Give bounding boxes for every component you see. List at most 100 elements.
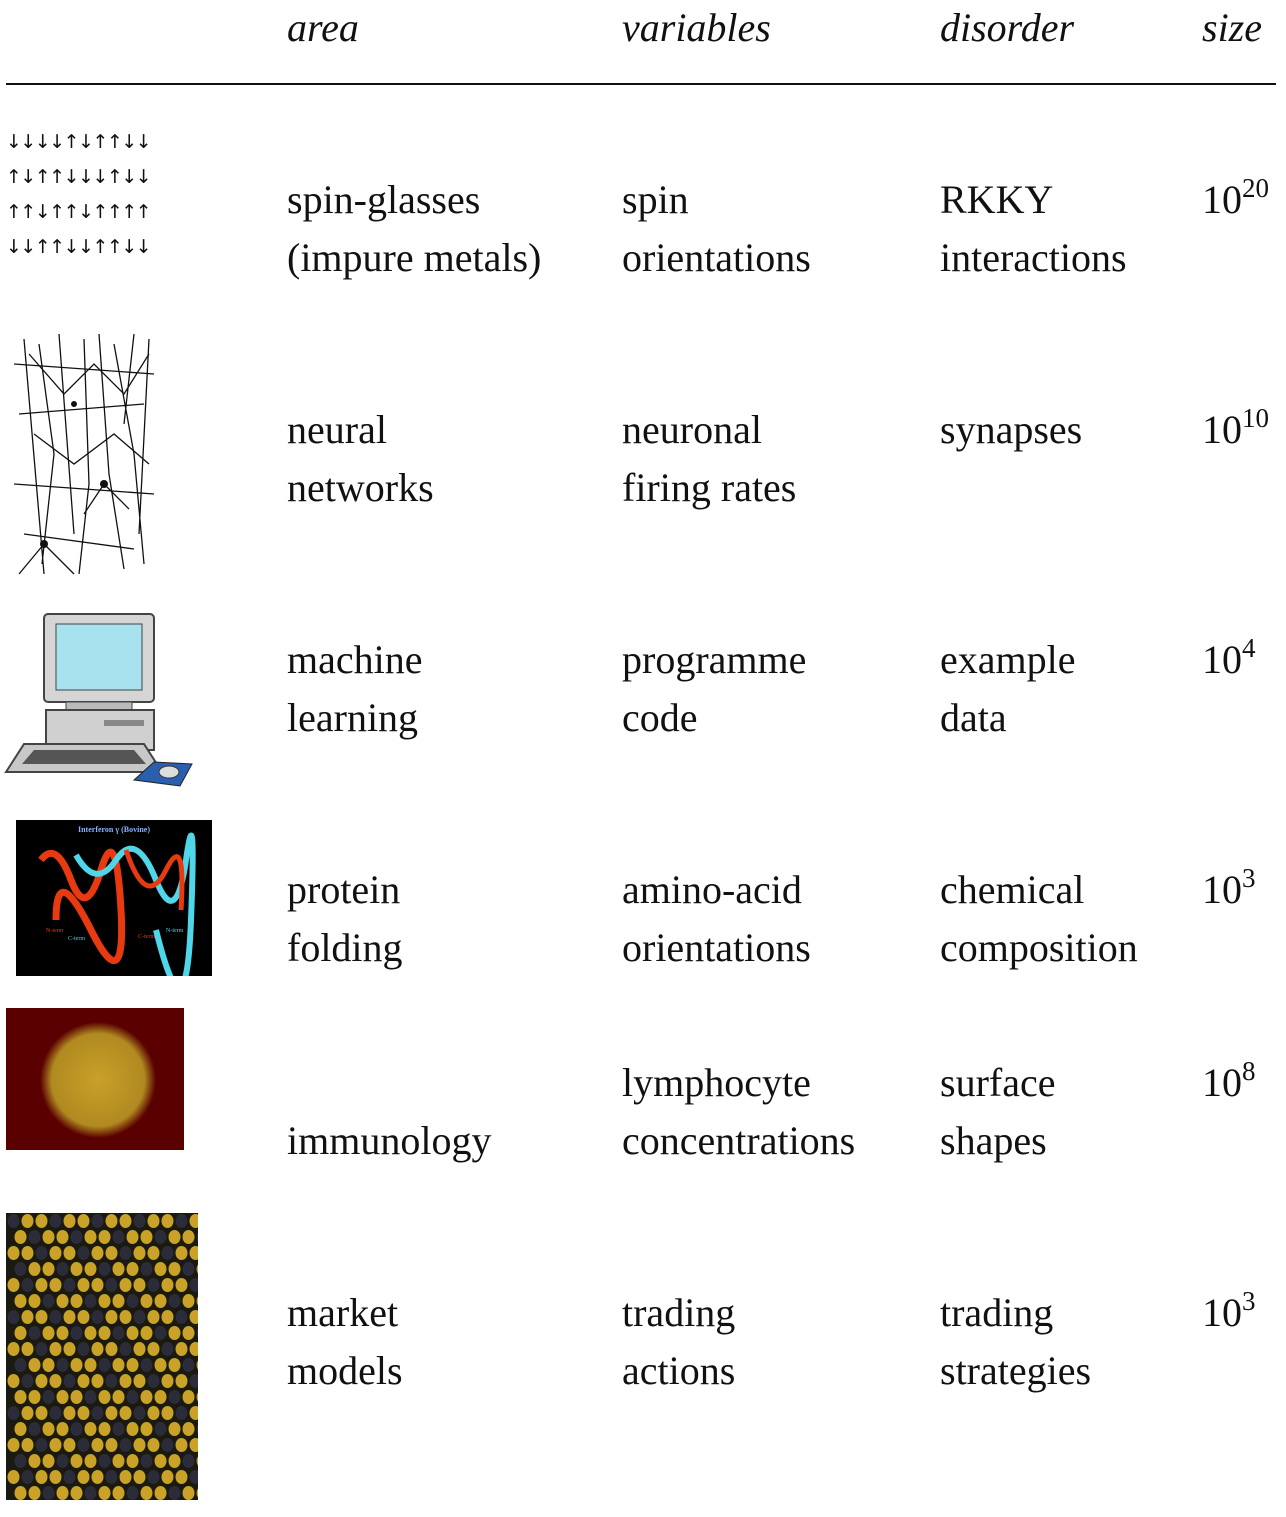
crowd-dot <box>105 1438 118 1452</box>
size-exponent: 3 <box>1242 863 1256 893</box>
variables-text: spin <box>622 177 689 222</box>
crowd-dot <box>42 1390 55 1404</box>
crowd-dot <box>49 1406 62 1420</box>
crowd-dot <box>42 1358 55 1372</box>
crowd-dot <box>168 1390 181 1404</box>
crowd-dot <box>91 1406 104 1420</box>
area-text: machine <box>287 637 423 682</box>
spin-arrows: ↓↓↓↓↑↓↑↑↓↓ <box>6 131 152 153</box>
crowd-dot <box>105 1278 118 1292</box>
crowd-dot <box>126 1422 139 1436</box>
crowd-dot <box>189 1214 198 1228</box>
crowd-dot <box>105 1470 118 1484</box>
crowd-dot <box>7 1310 20 1324</box>
crowd-dot <box>119 1310 132 1324</box>
crowd-dot <box>147 1342 160 1356</box>
crowd-dot <box>49 1310 62 1324</box>
crowd-dot <box>126 1454 139 1468</box>
crowd-dot <box>91 1470 104 1484</box>
crowd-dot <box>63 1470 76 1484</box>
crowd-dot <box>42 1294 55 1308</box>
crowd-dot <box>168 1358 181 1372</box>
header-rule <box>6 83 1276 85</box>
crowd-dot <box>161 1214 174 1228</box>
crowd-dot <box>105 1374 118 1388</box>
crowd-dot <box>168 1230 181 1244</box>
crowd-dot <box>175 1246 188 1260</box>
crowd-dot <box>154 1486 167 1500</box>
neuron-image <box>14 334 154 578</box>
crowd-dot <box>147 1438 160 1452</box>
crowd-dot <box>63 1214 76 1228</box>
crowd-dot <box>154 1262 167 1276</box>
variables-text: orientations <box>622 925 811 970</box>
variables-text: firing rates <box>622 465 797 510</box>
crowd-dot <box>7 1438 20 1452</box>
crowd-dot <box>28 1422 41 1436</box>
crowd-dot <box>112 1454 125 1468</box>
crowd-dot <box>126 1262 139 1276</box>
crowd-dot <box>119 1214 132 1228</box>
crowd-dot <box>49 1438 62 1452</box>
variables-text: programme <box>622 637 807 682</box>
crowd-dot <box>35 1374 48 1388</box>
crowd-dot <box>14 1422 27 1436</box>
crowd-dot <box>49 1470 62 1484</box>
crowd-dot <box>189 1438 198 1452</box>
crowd-dot <box>56 1358 69 1372</box>
variables-text: actions <box>622 1348 736 1393</box>
crowd-dot <box>175 1374 188 1388</box>
size-base: 10 <box>1202 407 1242 452</box>
crowd-dot <box>112 1358 125 1372</box>
computer-image <box>4 613 193 787</box>
crowd-dot <box>35 1214 48 1228</box>
size-cell: 108 <box>1202 1056 1256 1112</box>
crowd-dot <box>49 1374 62 1388</box>
crowd-dot <box>119 1470 132 1484</box>
size-cell: 103 <box>1202 1286 1256 1342</box>
crowd-dot <box>105 1246 118 1260</box>
crowd-dot <box>91 1214 104 1228</box>
crowd-dot <box>154 1358 167 1372</box>
crowd-dot <box>126 1230 139 1244</box>
crowd-dot <box>126 1358 139 1372</box>
crowd-dot <box>77 1406 90 1420</box>
crowd-dot <box>77 1470 90 1484</box>
crowd-dot <box>175 1214 188 1228</box>
crowd-dot <box>28 1486 41 1500</box>
crowd-dot <box>42 1486 55 1500</box>
crowd-dot <box>98 1390 111 1404</box>
crowd-dot <box>70 1358 83 1372</box>
crowd-dot <box>21 1406 34 1420</box>
size-exponent: 20 <box>1242 173 1269 203</box>
crowd-dot <box>91 1342 104 1356</box>
crowd-dot <box>140 1454 153 1468</box>
area-text: spin-glasses <box>287 177 481 222</box>
crowd-dot <box>28 1326 41 1340</box>
crowd-dot <box>189 1374 198 1388</box>
disorder-text: interactions <box>940 235 1127 280</box>
crowd-dot <box>42 1326 55 1340</box>
crowd-dot <box>21 1470 34 1484</box>
crowd-dot <box>35 1310 48 1324</box>
crowd-dot <box>189 1342 198 1356</box>
crowd-dot <box>35 1406 48 1420</box>
crowd-dot <box>42 1454 55 1468</box>
crowd-dot <box>154 1326 167 1340</box>
crowd-dot <box>161 1278 174 1292</box>
crowd-dot <box>182 1230 195 1244</box>
crowd-dot <box>28 1294 41 1308</box>
column-header: disorder <box>940 5 1075 50</box>
crowd-dot <box>35 1470 48 1484</box>
crowd-dot <box>21 1374 34 1388</box>
crowd-dot <box>119 1438 132 1452</box>
crowd-dot <box>182 1358 195 1372</box>
crowd-dot <box>21 1438 34 1452</box>
crowd-dot <box>42 1262 55 1276</box>
crowd-dot <box>56 1262 69 1276</box>
crowd-dot <box>84 1230 97 1244</box>
disorder-text: data <box>940 695 1007 740</box>
crowd-dot <box>28 1358 41 1372</box>
crowd-dot <box>84 1262 97 1276</box>
area-text: immunology <box>287 1118 492 1163</box>
